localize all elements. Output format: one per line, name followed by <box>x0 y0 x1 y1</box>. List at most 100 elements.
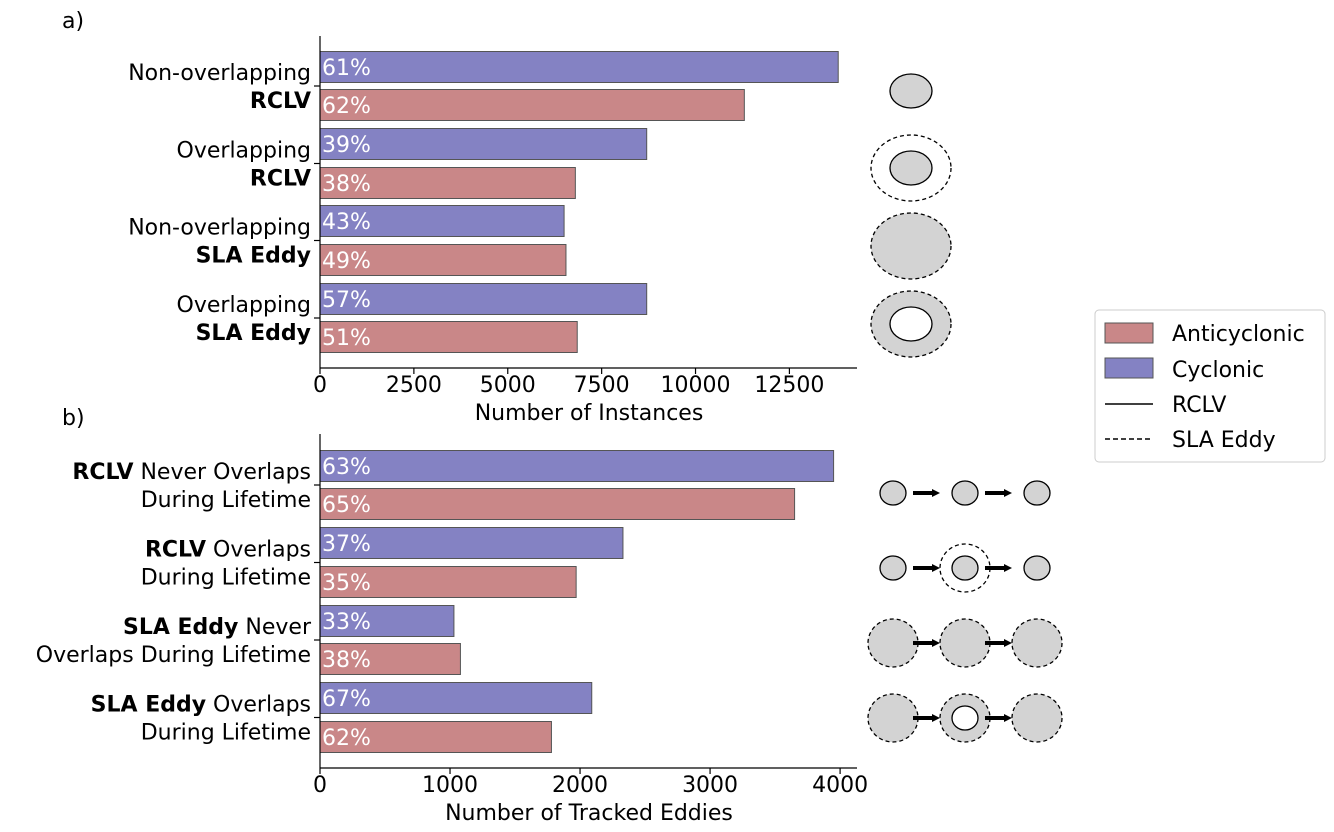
panel-b-bar-anticyclonic-4 <box>319 721 552 753</box>
panel-a-category-label-2-line1: Overlapping <box>177 139 311 164</box>
panel-a-x-tick-label: 0 <box>313 373 327 398</box>
panel-a-label: a) <box>62 9 84 34</box>
sla-dashed-icon <box>870 212 952 280</box>
panel-a-bar-label-anticyclonic-4: 51% <box>322 326 371 351</box>
panel-b-x-tick-label: 1000 <box>422 773 478 798</box>
panel-a-category-segment: SLA Eddy <box>196 244 311 269</box>
sla-overlaps-track-icon <box>867 693 1063 743</box>
panel-b-category-label-4-line1: SLA Eddy Overlaps <box>91 693 311 718</box>
panel-a-category-segment: Overlapping <box>177 139 311 164</box>
sla-with-rclv-inside-icon <box>870 290 952 358</box>
panel-b-x-tick-label: 0 <box>313 773 327 798</box>
panel-a-x-axis-title: Number of Instances <box>475 401 704 426</box>
panel-b-chart: 63% 37% 33% 67% 65% 35% 38% 62% 0 1000 2000 3000 400… <box>36 434 868 826</box>
panel-b-category-segment: During Lifetime <box>141 566 311 591</box>
panel-a-bar-cyclonic-3 <box>319 205 565 237</box>
panel-a-icons <box>870 73 952 358</box>
panel-b-bar-label-cyclonic-1: 63% <box>322 455 371 480</box>
panel-b-category-segment: Never Overlaps <box>133 460 311 485</box>
panel-a-x-tick-label: 5000 <box>480 373 536 398</box>
panel-b-bar-anticyclonic-3 <box>319 643 461 675</box>
panel-b-bar-label-anticyclonic-3: 38% <box>322 648 371 673</box>
panel-a-bar-label-cyclonic-3: 43% <box>322 210 371 235</box>
panel-b-bar-anticyclonic-1 <box>319 488 796 520</box>
panel-b-bar-cyclonic-2 <box>319 527 624 559</box>
panel-a-category-segment: Overlapping <box>177 293 311 318</box>
panel-b-category-segment: RCLV <box>145 538 206 563</box>
panel-b-bar-cyclonic-4 <box>319 682 593 714</box>
panel-a-bar-label-cyclonic-4: 57% <box>322 288 371 313</box>
legend-frame <box>1094 309 1326 463</box>
panel-a-category-label-4-line2: SLA Eddy <box>196 321 311 346</box>
legend-swatch-cyclonic <box>1104 357 1154 379</box>
panel-b-category-label-1-line1: RCLV Never Overlaps <box>72 460 311 485</box>
panel-b-category-segment: During Lifetime <box>141 488 311 513</box>
panel-a-bar-label-anticyclonic-3: 49% <box>322 249 371 274</box>
panel-b-category-segment: Overlaps <box>206 538 311 563</box>
rclv-inside-sla-icon <box>870 134 952 202</box>
panel-a-category-label-1-line1: Non-overlapping <box>128 61 311 86</box>
panel-b-bar-cyclonic-1 <box>319 450 835 482</box>
panel-b-x-tick-label: 4000 <box>812 773 868 798</box>
panel-a-bar-anticyclonic-1 <box>319 89 745 121</box>
panel-b-category-segment: RCLV <box>72 460 133 485</box>
panel-b-bar-label-cyclonic-3: 33% <box>322 610 371 635</box>
legend-label-anticyclonic: Anticyclonic <box>1172 322 1305 347</box>
panel-b-bar-label-anticyclonic-4: 62% <box>322 726 371 751</box>
panel-b-category-label-2-line1: RCLV Overlaps <box>145 538 311 563</box>
panel-b-x-tick-label: 3000 <box>682 773 738 798</box>
panel-a-category-segment: Non-overlapping <box>128 216 311 241</box>
panel-b-bar-label-cyclonic-4: 67% <box>322 687 371 712</box>
panel-b-category-label-3-line1: SLA Eddy Never <box>123 615 312 640</box>
panel-a-category-segment: RCLV <box>250 167 311 192</box>
panel-a-bar-label-cyclonic-1: 61% <box>322 56 371 81</box>
panel-a-category-segment: RCLV <box>250 89 311 114</box>
panel-b-bar-label-anticyclonic-1: 65% <box>322 493 371 518</box>
panel-a-x-tick-label: 12500 <box>754 373 824 398</box>
panel-a-category-segment: SLA Eddy <box>196 321 311 346</box>
legend-label-rclv: RCLV <box>1172 393 1226 418</box>
panel-a-bar-anticyclonic-2 <box>319 167 576 199</box>
panel-b-x-axis-title: Number of Tracked Eddies <box>445 801 733 826</box>
legend-label-sla-eddy: SLA Eddy <box>1172 428 1276 453</box>
panel-a-category-label-4-line1: Overlapping <box>177 293 311 318</box>
panel-a-bar-label-anticyclonic-2: 38% <box>322 172 371 197</box>
panel-a-category-segment: Non-overlapping <box>128 61 311 86</box>
rclv-solid-icon <box>889 73 933 109</box>
legend-label-cyclonic: Cyclonic <box>1172 358 1264 383</box>
panel-a-bar-cyclonic-2 <box>319 128 648 160</box>
legend-swatch-anticyclonic <box>1104 322 1154 344</box>
panel-a-bar-cyclonic-1 <box>319 51 839 83</box>
panel-a-category-label-3-line2: SLA Eddy <box>196 244 311 269</box>
panel-b-category-segment: SLA Eddy <box>123 615 238 640</box>
panel-a-category-label-1-line2: RCLV <box>250 89 311 114</box>
panel-b-category-label-3-line2: Overlaps During Lifetime <box>36 643 311 668</box>
panel-a-x-tick-label: 7500 <box>574 373 630 398</box>
rclv-never-overlaps-track-icon <box>879 480 1051 506</box>
panel-b-bar-label-anticyclonic-2: 35% <box>322 571 371 596</box>
panel-b-category-segment: Overlaps <box>206 693 311 718</box>
panel-a-category-label-2-line2: RCLV <box>250 167 311 192</box>
panel-b-category-label-4-line2: During Lifetime <box>141 721 311 746</box>
panel-b-category-label-1-line2: During Lifetime <box>141 488 311 513</box>
panel-a-bar-label-anticyclonic-1: 62% <box>322 94 371 119</box>
panel-a-bar-anticyclonic-3 <box>319 244 567 276</box>
panel-b-bar-anticyclonic-2 <box>319 566 577 598</box>
panel-a-chart: 61% 39% 43% 57% 62% 38% 49% 51% 0 2500 5000 7500 100… <box>128 36 857 426</box>
panel-b-bar-cyclonic-3 <box>319 605 455 637</box>
panel-b-category-segment: SLA Eddy <box>91 693 206 718</box>
panel-b-x-tick-label: 2000 <box>552 773 608 798</box>
panel-a-x-tick-label: 10000 <box>661 373 731 398</box>
panel-b-bar-label-cyclonic-2: 37% <box>322 532 371 557</box>
legend: Anticyclonic Cyclonic RCLV SLA Eddy <box>1094 309 1326 463</box>
panel-b-category-segment: During Lifetime <box>141 721 311 746</box>
panel-b-category-segment: Never <box>238 615 312 640</box>
panel-b-icons <box>867 480 1063 743</box>
panel-a-category-label-3-line1: Non-overlapping <box>128 216 311 241</box>
sla-never-overlaps-track-icon <box>867 618 1063 668</box>
panel-a-x-tick-label: 2500 <box>386 373 442 398</box>
panel-a-bar-cyclonic-4 <box>319 283 648 315</box>
rclv-overlaps-track-icon <box>879 543 1051 593</box>
panel-b-category-label-2-line2: During Lifetime <box>141 566 311 591</box>
